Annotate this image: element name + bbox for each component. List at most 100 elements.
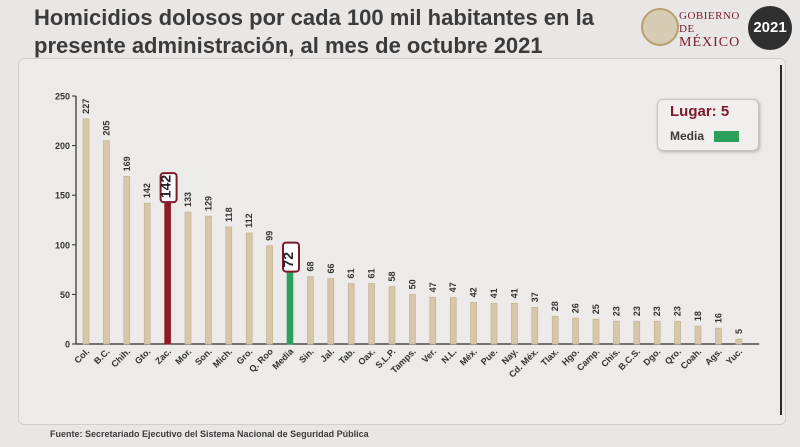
- bar: [653, 320, 661, 345]
- media-legend-swatch: [714, 131, 739, 142]
- category-label: Gto.: [133, 346, 153, 366]
- value-label: 23: [632, 306, 642, 316]
- y-tick-label: 100: [55, 240, 70, 250]
- category-label: Pue.: [479, 346, 500, 367]
- value-label: 129: [203, 196, 213, 211]
- category-label: Sin.: [297, 346, 316, 365]
- y-tick-label: 0: [65, 340, 70, 350]
- bar: [470, 302, 477, 345]
- bar: [551, 315, 559, 345]
- category-label: Tlax.: [539, 346, 561, 368]
- value-label: 23: [673, 306, 683, 316]
- bar: [490, 303, 498, 345]
- title-line-1: Homicidios dolosos por cada 100 mil habi…: [34, 5, 594, 30]
- value-label: 37: [530, 292, 540, 302]
- bar: [633, 320, 641, 345]
- category-label: B.C.S.: [616, 346, 642, 372]
- category-label: Coah.: [679, 346, 704, 371]
- bar: [449, 297, 457, 345]
- value-label: 227: [81, 99, 91, 114]
- value-label: 25: [591, 304, 601, 314]
- category-label: Ags.: [703, 346, 724, 367]
- bar: [184, 211, 192, 345]
- value-label: 42: [469, 287, 479, 297]
- value-label: 5: [734, 329, 744, 334]
- category-label: Media: [270, 346, 296, 372]
- bar: [225, 226, 233, 345]
- bar: [368, 283, 375, 345]
- category-label: Camp.: [575, 346, 602, 373]
- bar: [307, 276, 314, 345]
- media-legend-label: Media: [670, 129, 705, 143]
- bar: [735, 338, 743, 345]
- value-label: 23: [652, 306, 662, 316]
- bar: [245, 232, 253, 345]
- value-label: 16: [713, 313, 723, 323]
- category-label: N.L.: [440, 346, 459, 365]
- source-note: Fuente: Secretariado Ejecutivo del Siste…: [50, 429, 369, 439]
- category-label: Tab.: [337, 346, 357, 366]
- value-label: 47: [428, 282, 438, 292]
- value-label: 18: [693, 311, 703, 321]
- bar: [613, 320, 620, 345]
- bar: [592, 318, 600, 345]
- category-label: Dgo.: [641, 346, 662, 367]
- bar: [205, 215, 212, 345]
- gov-logo-text: GOBIERNO DE MÉXICO: [679, 10, 741, 50]
- category-label: Méx.: [458, 346, 479, 367]
- year-2021-badge: 2021: [748, 6, 792, 50]
- value-label: 118: [224, 207, 234, 222]
- bar: [715, 327, 722, 345]
- legend-box: Lugar: 5 Media: [657, 99, 759, 151]
- value-label: 28: [550, 301, 560, 311]
- bar: [286, 272, 294, 345]
- value-label-box: [282, 241, 300, 273]
- bar: [429, 297, 437, 345]
- bar: [511, 303, 518, 345]
- bar: [347, 283, 355, 345]
- category-label: Ver.: [420, 346, 438, 364]
- value-label: 61: [367, 268, 377, 278]
- value-label: 205: [101, 121, 111, 136]
- category-label: Chih.: [109, 346, 132, 369]
- gobierno-de-mexico-logo: GOBIERNO DE MÉXICO: [641, 8, 741, 50]
- bar: [143, 202, 151, 345]
- category-label: Son.: [193, 346, 214, 367]
- category-label: Zac.: [153, 346, 173, 366]
- lugar-label: Lugar: 5: [670, 103, 730, 120]
- value-label: 68: [305, 262, 315, 272]
- bar: [103, 140, 110, 345]
- badge-year: 2021: [753, 19, 787, 36]
- y-tick-label: 150: [55, 191, 70, 201]
- value-label: 169: [122, 156, 132, 171]
- gov-logo-line1: GOBIERNO DE: [679, 10, 740, 35]
- bar: [82, 118, 90, 345]
- bar: [531, 306, 539, 345]
- value-label: 47: [448, 282, 458, 292]
- y-tick-label: 50: [60, 290, 70, 300]
- category-label: Jal.: [319, 346, 337, 364]
- value-label-box: [159, 172, 178, 204]
- value-label: 50: [407, 279, 417, 289]
- title-line-2: presente administración, al mes de octub…: [34, 33, 543, 58]
- bar: [164, 202, 171, 345]
- value-label: 142: [142, 183, 152, 198]
- national-seal-icon: [641, 8, 679, 46]
- value-label: 41: [509, 288, 519, 298]
- value-label: 61: [346, 268, 356, 278]
- bar: [388, 286, 396, 345]
- bar: [409, 294, 416, 345]
- bar: [674, 320, 681, 345]
- value-label: 66: [326, 264, 336, 274]
- category-label: Yuc.: [724, 346, 744, 366]
- bar: [694, 325, 702, 345]
- value-label: 112: [244, 213, 254, 228]
- bar: [572, 317, 579, 345]
- category-label: Col.: [72, 346, 91, 365]
- page-title: Homicidios dolosos por cada 100 mil habi…: [34, 4, 614, 60]
- value-label: 72: [280, 252, 296, 268]
- bar: [123, 176, 131, 345]
- value-label: 23: [611, 306, 621, 316]
- value-label: 41: [489, 288, 499, 298]
